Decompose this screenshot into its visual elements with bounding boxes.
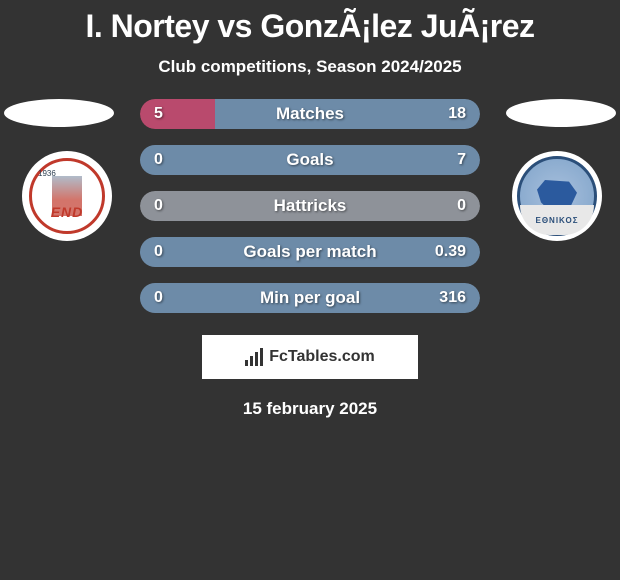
- footer-date: 15 february 2025: [0, 399, 620, 419]
- right-team-logo-inner: ΕΘΝΙΚΟΣ: [517, 156, 597, 236]
- right-team-logo: ΕΘΝΙΚΟΣ: [512, 151, 602, 241]
- stat-left-value: 0: [154, 197, 163, 215]
- stat-label: Goals per match: [243, 242, 376, 262]
- stat-bar: 0 Goals 7: [140, 145, 480, 175]
- left-team-logo-inner: 1936 END: [29, 158, 105, 234]
- comparison-subtitle: Club competitions, Season 2024/2025: [0, 57, 620, 77]
- stat-label: Min per goal: [260, 288, 360, 308]
- infographic-container: I. Nortey vs GonzÃ¡lez JuÃ¡rez Club comp…: [0, 0, 620, 580]
- right-ellipse-decoration: [506, 99, 616, 127]
- content-row: 1936 END ΕΘΝΙΚΟΣ 5 Matches 18 0 Goals 7 0 Hattr…: [0, 99, 620, 313]
- comparison-title: I. Nortey vs GonzÃ¡lez JuÃ¡rez: [0, 8, 620, 45]
- right-logo-ring: ΕΘΝΙΚΟΣ: [520, 205, 594, 235]
- stat-bar: 0 Hattricks 0: [140, 191, 480, 221]
- left-logo-banner-text: END: [51, 204, 84, 220]
- stat-label: Goals: [286, 150, 333, 170]
- chart-icon: [245, 348, 265, 366]
- stat-right-value: 0: [457, 197, 466, 215]
- stat-left-value: 0: [154, 243, 163, 261]
- stat-bar: 0 Min per goal 316: [140, 283, 480, 313]
- right-logo-ring-text: ΕΘΝΙΚΟΣ: [536, 216, 579, 225]
- left-logo-banner: END: [42, 203, 92, 221]
- stat-left-value: 0: [154, 289, 163, 307]
- stat-bar-right-fill: [215, 99, 480, 129]
- left-ellipse-decoration: [4, 99, 114, 127]
- stat-right-value: 7: [457, 151, 466, 169]
- footer-brand-text: FcTables.com: [269, 348, 375, 366]
- footer-brand-box: FcTables.com: [202, 335, 418, 379]
- stat-right-value: 316: [439, 289, 466, 307]
- stat-bar-left-fill: [140, 99, 215, 129]
- stat-bar: 5 Matches 18: [140, 99, 480, 129]
- stat-right-value: 18: [448, 105, 466, 123]
- stats-column: 5 Matches 18 0 Goals 7 0 Hattricks 0 0 Goals per m…: [140, 99, 480, 313]
- left-team-logo: 1936 END: [22, 151, 112, 241]
- stat-bar: 0 Goals per match 0.39: [140, 237, 480, 267]
- stat-label: Matches: [276, 104, 344, 124]
- stat-label: Hattricks: [274, 196, 347, 216]
- stat-left-value: 5: [154, 105, 163, 123]
- stat-right-value: 0.39: [435, 243, 466, 261]
- stat-left-value: 0: [154, 151, 163, 169]
